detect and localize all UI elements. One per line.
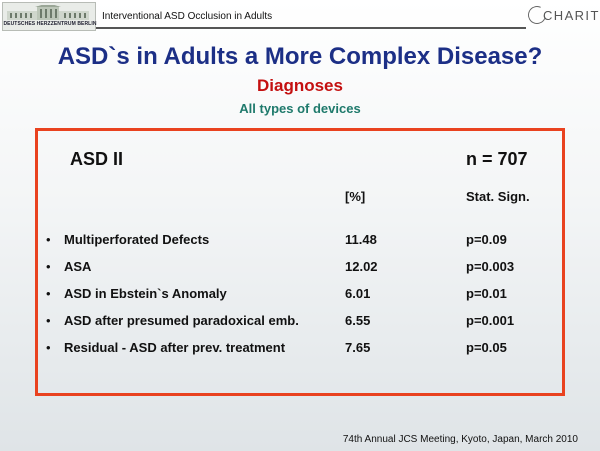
logo-caption: DEUTSCHES HERZZENTRUM BERLIN xyxy=(3,21,97,27)
column-header-significance: Stat. Sign. xyxy=(466,189,530,204)
sample-size: n = 707 xyxy=(466,149,528,169)
row-significance: p=0.001 xyxy=(466,313,515,328)
slide-header: DEUTSCHES HERZZENTRUM BERLIN Interventio… xyxy=(0,0,600,33)
slide-subsubtitle: All types of devices xyxy=(239,101,361,116)
row-percent: 6.01 xyxy=(345,286,371,301)
footer-citation: 74th Annual JCS Meeting, Kyoto, Japan, M… xyxy=(342,434,578,445)
header-title: Interventional ASD Occlusion in Adults xyxy=(102,11,273,22)
row-percent: 6.55 xyxy=(345,313,371,328)
dhzb-logo: DEUTSCHES HERZZENTRUM BERLIN xyxy=(2,2,96,31)
charite-wordmark: CHARITÉ xyxy=(543,8,600,23)
bullet: • xyxy=(46,286,51,301)
column-header-percent: [%] xyxy=(345,189,366,204)
row-significance: p=0.09 xyxy=(466,232,507,247)
charite-logo: CHARITÉ xyxy=(525,3,600,27)
row-label: Multiperforated Defects xyxy=(64,232,210,247)
results-box: ASD II n = 707 [%] Stat. Sign. • Multipe… xyxy=(35,128,565,396)
hospital-building-icon xyxy=(7,5,89,20)
row-significance: p=0.05 xyxy=(466,340,507,355)
row-label: ASD after presumed paradoxical emb. xyxy=(64,313,299,328)
header-divider xyxy=(96,27,526,29)
row-percent: 11.48 xyxy=(345,232,377,247)
slide-title: ASD`s in Adults a More Complex Disease? xyxy=(57,43,543,70)
slide-subtitle: Diagnoses xyxy=(257,76,343,95)
bullet: • xyxy=(46,259,51,274)
row-percent: 7.65 xyxy=(345,340,371,355)
bullet: • xyxy=(46,313,51,328)
row-label: ASD in Ebstein`s Anomaly xyxy=(64,286,227,301)
bullet: • xyxy=(46,340,51,355)
row-label: Residual - ASD after prev. treatment xyxy=(64,340,286,355)
row-significance: p=0.003 xyxy=(466,259,515,274)
row-percent: 12.02 xyxy=(345,259,378,274)
group-label: ASD II xyxy=(70,149,124,169)
row-label: ASA xyxy=(64,259,92,274)
bullet: • xyxy=(46,232,51,247)
row-significance: p=0.01 xyxy=(466,286,507,301)
